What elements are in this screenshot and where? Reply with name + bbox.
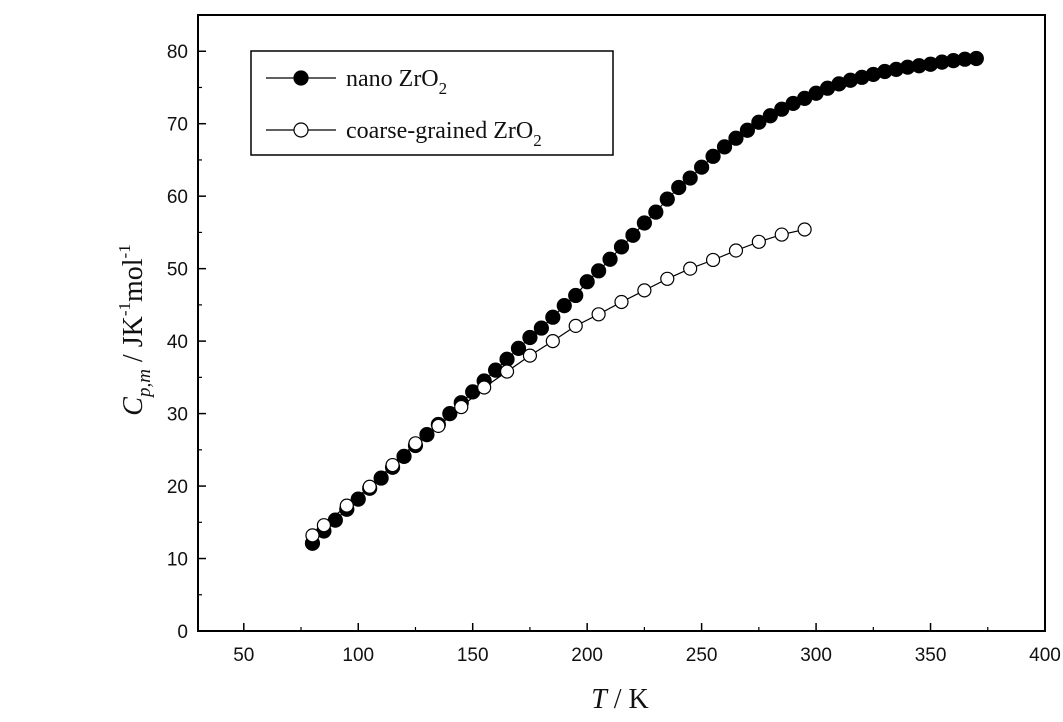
legend-box [250, 50, 614, 156]
y-axis: 0 10 20 30 40 50 60 70 80 [167, 42, 206, 643]
nano-point [591, 263, 607, 279]
legend-label-coarse: coarse-grained ZrO2 [346, 118, 542, 150]
x-tick-label: 200 [571, 645, 603, 666]
y-tick-label: 20 [167, 477, 188, 498]
y-tick-label: 10 [167, 550, 188, 571]
coarse-point [316, 518, 332, 533]
nano-point [648, 204, 664, 220]
coarse-point [431, 418, 446, 434]
y-tick-label: 30 [167, 405, 188, 426]
x-tick-label: 300 [800, 645, 832, 666]
coarse-point [385, 457, 400, 473]
nano-point [739, 122, 756, 138]
y-axis-title: Cp,m / JK-1mol-1 [115, 244, 155, 415]
nano-point [705, 148, 721, 164]
series-points [304, 50, 984, 551]
coarse-point [305, 528, 320, 543]
nano-point [659, 191, 675, 207]
legend-marker-coarse [293, 122, 309, 138]
x-tick-label: 250 [686, 645, 718, 666]
nano-point [579, 274, 595, 290]
coarse-point [614, 294, 629, 310]
coarse-point [705, 252, 721, 268]
coarse-point [339, 498, 354, 513]
nano-point [373, 470, 389, 486]
coarse-point [728, 243, 744, 258]
y-tick-label: 0 [177, 622, 188, 643]
coarse-point [568, 318, 583, 333]
legend: nano ZrO2 coarse-grained ZrO2 [250, 50, 614, 156]
coarse-point [683, 261, 698, 276]
nano-point [499, 351, 515, 367]
nano-point [694, 159, 710, 175]
coarse-point [774, 227, 789, 242]
y-tick-label: 60 [167, 187, 188, 208]
nano-point [636, 215, 652, 231]
nano-point [682, 170, 698, 186]
coarse-point [545, 334, 560, 349]
legend-marker-nano [293, 70, 309, 86]
x-tick-label: 50 [233, 645, 254, 666]
x-tick-label: 100 [342, 645, 374, 666]
coarse-point [408, 436, 423, 451]
nano-point [716, 139, 733, 155]
coarse-point [362, 479, 377, 494]
nano-point [568, 287, 584, 304]
coarse-point [477, 380, 492, 395]
series-line-1 [312, 228, 805, 536]
coarse-point [499, 364, 515, 379]
x-tick-label: 350 [915, 645, 947, 666]
nano-point [533, 320, 549, 336]
coarse-point [522, 348, 538, 363]
nano-point [556, 298, 572, 314]
coarse-point [454, 399, 469, 415]
nano-point [751, 114, 767, 130]
nano-point [762, 108, 778, 124]
legend-label-nano: nano ZrO2 [346, 66, 447, 98]
nano-point [625, 227, 641, 243]
y-tick-label: 40 [167, 332, 188, 353]
nano-point [396, 448, 412, 464]
y-tick-label: 50 [167, 260, 188, 281]
x-axis: 50 100 150 200 250 300 350 400 [233, 623, 1061, 666]
coarse-point [751, 234, 766, 249]
nano-point [968, 50, 984, 67]
nano-point [602, 251, 618, 267]
nano-point [728, 130, 744, 146]
coarse-point [591, 307, 606, 322]
coarse-point [660, 271, 675, 286]
nano-point [419, 427, 435, 443]
nano-point [545, 309, 561, 325]
coarse-point [637, 283, 652, 298]
x-tick-label: 400 [1029, 645, 1061, 666]
nano-point [613, 239, 630, 255]
nano-point [350, 491, 366, 507]
coarse-point [797, 222, 812, 237]
nano-point [442, 405, 458, 422]
nano-point [522, 329, 538, 346]
y-tick-label: 80 [167, 42, 188, 63]
plot-frame [197, 14, 1046, 632]
y-tick-label: 70 [167, 115, 188, 136]
x-tick-label: 150 [457, 645, 489, 666]
nano-point [671, 179, 687, 196]
x-axis-title: T / K [591, 684, 649, 715]
nano-point [510, 340, 527, 356]
